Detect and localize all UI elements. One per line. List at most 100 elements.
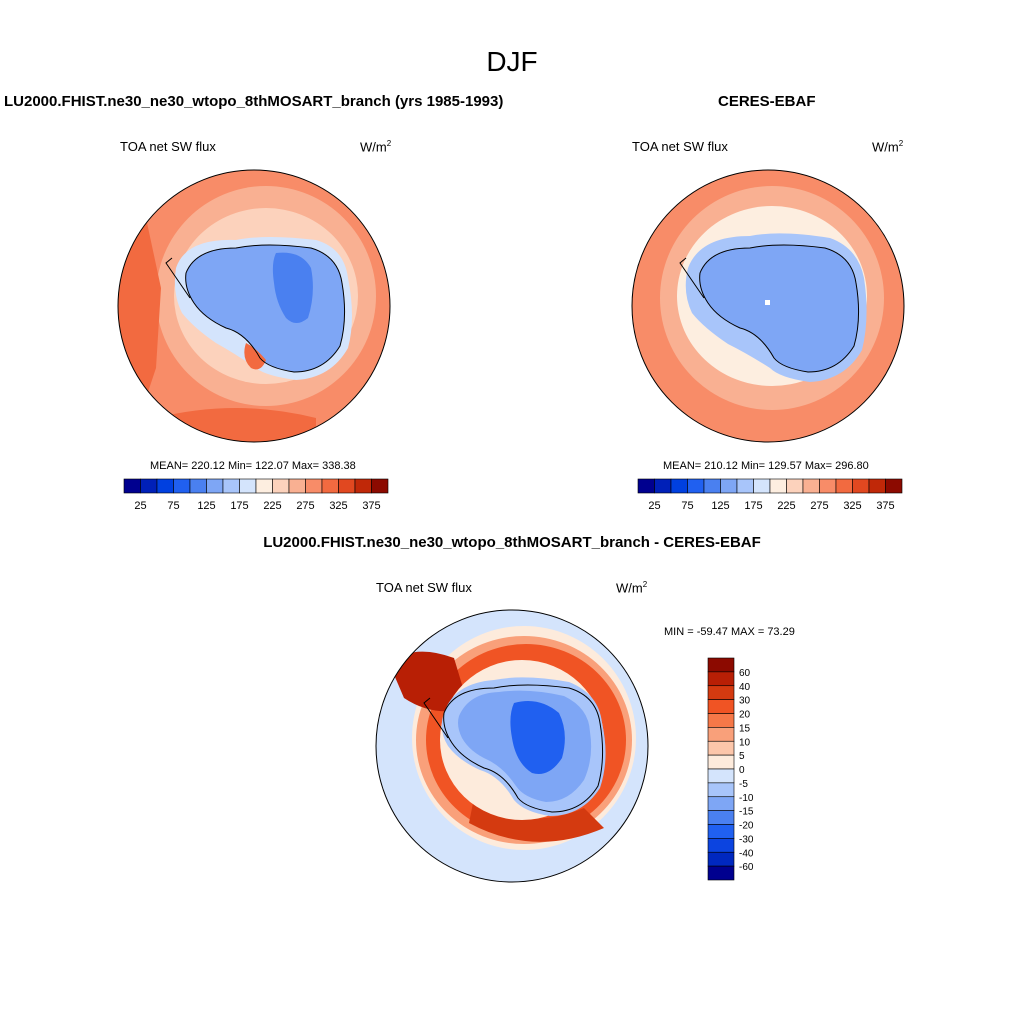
colorbar-swatch	[707, 796, 735, 811]
colorbar-tick-label: 375	[876, 500, 894, 512]
colorbar-swatch	[338, 478, 356, 494]
colorbar-swatch	[786, 478, 804, 494]
colorbar-swatch	[707, 657, 735, 673]
colorbar-swatch	[707, 727, 735, 742]
obs-stats: MEAN= 210.12 Min= 129.57 Max= 296.80	[663, 460, 869, 472]
colorbar-tick-label: 0	[739, 765, 745, 776]
colorbar-tick-label: 175	[230, 500, 248, 512]
colorbar-tick-label: 25	[648, 500, 660, 512]
colorbar-tick-label: -60	[739, 862, 754, 873]
colorbar-swatch	[753, 478, 771, 494]
colorbar-tick-label: 20	[739, 710, 751, 721]
colorbar-tick-label: 5	[739, 751, 745, 762]
colorbar-swatch	[239, 478, 257, 494]
colorbar-swatch	[885, 478, 903, 494]
colorbar-swatch	[173, 478, 191, 494]
colorbar-swatch	[707, 671, 735, 687]
colorbar-swatch	[687, 478, 705, 494]
colorbar-tick-label: -20	[739, 821, 754, 832]
obs-field	[632, 170, 904, 442]
colorbar-tick-label: 75	[681, 500, 693, 512]
colorbar-swatch	[123, 478, 141, 494]
colorbar-tick-label: 75	[167, 500, 179, 512]
colorbar-tick-label: 15	[739, 723, 751, 734]
colorbar-swatch	[321, 478, 339, 494]
colorbar-tick-label: 40	[739, 682, 751, 693]
colorbar-swatch	[654, 478, 672, 494]
colorbar-swatch	[707, 810, 735, 825]
colorbar-swatch	[707, 713, 735, 728]
colorbar-swatch	[156, 478, 174, 494]
diff-units-label: W/m2	[616, 580, 648, 596]
colorbar-swatch	[140, 478, 158, 494]
colorbar-swatch	[707, 851, 735, 867]
diff-variable-label: TOA net SW flux	[376, 580, 472, 595]
colorbar-swatch	[670, 478, 688, 494]
colorbar-swatch	[707, 740, 735, 756]
colorbar-swatch	[288, 478, 306, 494]
colorbar-swatch	[707, 754, 735, 770]
obs-variable-label: TOA net SW flux	[632, 139, 728, 154]
colorbar-swatch	[707, 838, 735, 853]
colorbar-tick-label: 225	[263, 500, 281, 512]
colorbar-tick-label: -30	[739, 834, 754, 845]
model-panel-title: LU2000.FHIST.ne30_ne30_wtopo_8thMOSART_b…	[4, 93, 504, 110]
colorbar-swatch	[206, 478, 224, 494]
model-units-label: W/m2	[360, 139, 392, 155]
colorbar-tick-label: -5	[739, 779, 748, 790]
colorbar-swatch	[707, 865, 735, 881]
diff-polar-map	[375, 609, 649, 883]
colorbar-tick-label: -15	[739, 807, 754, 818]
colorbar-swatch	[371, 478, 389, 494]
colorbar-swatch	[222, 478, 240, 494]
colorbar-swatch	[354, 478, 372, 494]
colorbar-tick-label: 10	[739, 737, 751, 748]
colorbar-tick-label: 275	[296, 500, 314, 512]
colorbar-tick-label: 25	[134, 500, 146, 512]
colorbar-swatch	[305, 478, 323, 494]
diff-field	[376, 610, 648, 882]
colorbar-swatch	[703, 478, 721, 494]
colorbar-tick-label: 325	[329, 500, 347, 512]
colorbar-swatch	[707, 768, 735, 784]
colorbar-swatch	[707, 782, 735, 798]
colorbar-swatch	[769, 478, 787, 494]
colorbar-swatch	[189, 478, 207, 494]
main-title: DJF	[486, 46, 538, 77]
colorbar-swatch	[637, 478, 655, 494]
colorbar-tick-label: 175	[744, 500, 762, 512]
colorbar-tick-label: 125	[711, 500, 729, 512]
colorbar-swatch	[802, 478, 820, 494]
colorbar-swatch	[835, 478, 853, 494]
colorbar-swatch	[736, 478, 754, 494]
colorbar-tick-label: 325	[843, 500, 861, 512]
colorbar-tick-label: 275	[810, 500, 828, 512]
model-stats: MEAN= 220.12 Min= 122.07 Max= 338.38	[150, 460, 356, 472]
colorbar-swatch	[868, 478, 886, 494]
diff-colorbar: 60 40 30 20 15 10 5 0 -5 -10 -15 -20 -30 -40 -60	[707, 657, 754, 881]
obs-panel-title: CERES-EBAF	[718, 93, 816, 110]
diff-minmax: MIN = -59.47 MAX = 73.29	[664, 626, 795, 638]
colorbar-swatch	[707, 699, 735, 714]
colorbar-swatch	[852, 478, 870, 494]
model-polar-map	[117, 169, 391, 443]
colorbar-tick-label: -10	[739, 793, 754, 804]
colorbar-swatch	[707, 824, 735, 839]
colorbar-tick-label: -40	[739, 848, 754, 859]
colorbar-swatch	[819, 478, 837, 494]
diff-panel-title: LU2000.FHIST.ne30_ne30_wtopo_8thMOSART_b…	[263, 534, 761, 551]
obs-colorbar: 25 75 125 175 225 275 325 375	[637, 478, 903, 512]
model-variable-label: TOA net SW flux	[120, 139, 216, 154]
obs-polar-map	[631, 169, 905, 443]
colorbar-tick-label: 375	[362, 500, 380, 512]
obs-units-label: W/m2	[872, 139, 904, 155]
colorbar-tick-label: 225	[777, 500, 795, 512]
model-field	[118, 170, 390, 442]
colorbar-swatch	[272, 478, 290, 494]
colorbar-tick-label: 125	[197, 500, 215, 512]
colorbar-swatch	[255, 478, 273, 494]
model-colorbar: 25 75 125 175 225 275 325 375	[123, 478, 389, 512]
colorbar-swatch	[720, 478, 738, 494]
colorbar-tick-label: 60	[739, 668, 751, 679]
colorbar-swatch	[707, 685, 735, 700]
